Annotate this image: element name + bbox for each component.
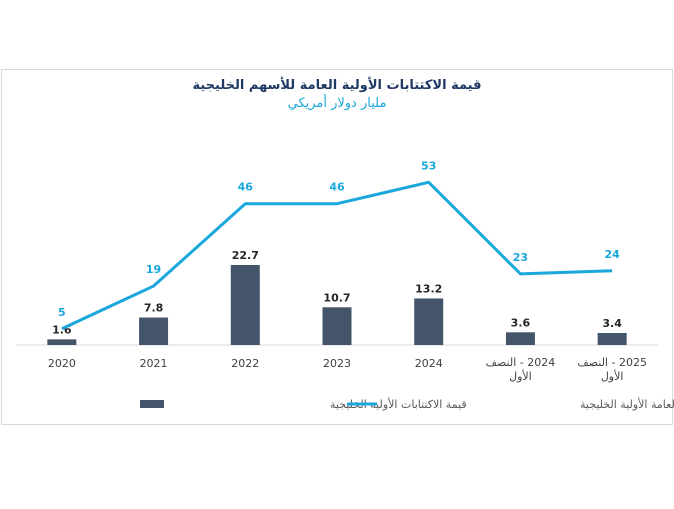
bar-2023 (322, 307, 352, 345)
x-tick-label: 2025 - النصف (577, 356, 647, 369)
line-point-label: 53 (421, 159, 436, 172)
line-point-label: 24 (604, 248, 620, 261)
legend-line-label: عدد الاكتتابات العامة الأولية الخليجية (580, 397, 674, 411)
line-point-label: 5 (58, 306, 66, 319)
x-tick-label: 2024 - النصف (486, 356, 556, 369)
bar-2021 (139, 317, 169, 345)
line-point-label: 19 (146, 263, 161, 276)
bar-label: 3.6 (511, 316, 531, 329)
bar-label: 7.8 (144, 302, 164, 315)
x-tick-label: 2024 (415, 357, 443, 370)
bar-2025 - النصف الأول (597, 333, 627, 345)
bar-label: 13.2 (415, 282, 442, 295)
bar-label: 3.4 (602, 317, 622, 330)
line-point-label: 23 (513, 251, 528, 264)
chart-title: قيمة الاكتتابات الأولية العامة للأسهم ال… (192, 78, 482, 93)
x-tick-label-line2: الأول (509, 369, 532, 383)
bar-label: 10.7 (323, 291, 350, 304)
chart-subtitle: مليار دولار أمريكي (287, 96, 387, 111)
chart-frame (1, 69, 673, 425)
x-tick-label: 2023 (323, 357, 351, 370)
bar-label: 22.7 (232, 249, 259, 262)
x-tick-label: 2021 (140, 357, 168, 370)
bar-2024 (414, 298, 444, 345)
legend-bar-label: قيمة الاكتتابات الأولية الخليجية (330, 397, 467, 411)
line-series (61, 180, 613, 331)
x-tick-label: 2020 (48, 357, 76, 370)
legend-bar-swatch (140, 400, 164, 408)
bar-2020 (47, 339, 77, 345)
line-point-label: 46 (329, 181, 345, 194)
bar-2022 (230, 265, 260, 345)
x-tick-label-line2: الأول (601, 369, 624, 383)
x-tick-label: 2022 (231, 357, 259, 370)
line-point-label: 46 (238, 181, 254, 194)
bar-2024 - النصف الأول (505, 332, 535, 345)
